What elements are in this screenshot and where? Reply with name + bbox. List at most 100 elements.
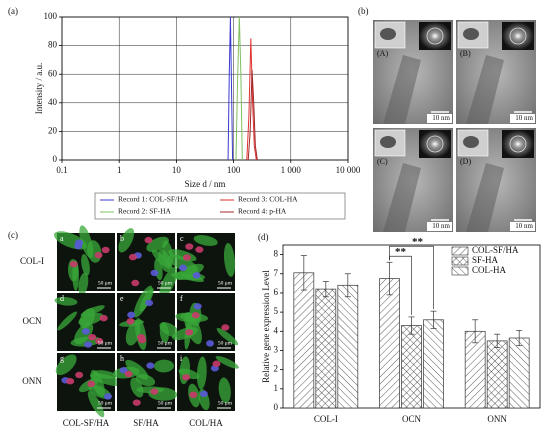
- scale-label: 50 μm: [98, 280, 113, 286]
- tile-label: h: [120, 354, 124, 363]
- tile-label: d: [60, 294, 64, 303]
- cytoskeleton: [87, 391, 105, 418]
- cytoskeleton: [178, 368, 200, 380]
- tile-label: a: [60, 234, 64, 243]
- y-tick-label: 20: [48, 125, 58, 135]
- nucleus: [193, 303, 202, 310]
- nucleus: [75, 371, 84, 379]
- nucleus: [66, 378, 75, 385]
- data-line: [247, 69, 258, 161]
- y-tick-label: 1: [274, 383, 279, 393]
- nucleus: [88, 333, 97, 341]
- saed-ring: [509, 27, 527, 45]
- bar: [508, 337, 530, 409]
- nucleus: [99, 314, 108, 322]
- cytoskeleton: [182, 273, 205, 283]
- nucleus: [189, 391, 198, 399]
- tile-label: c: [180, 234, 184, 243]
- nucleus: [87, 380, 96, 388]
- cytoskeleton: [139, 288, 154, 312]
- nucleus: [192, 272, 201, 279]
- panel-label: (d): [258, 232, 269, 242]
- cytoskeleton: [196, 356, 207, 390]
- nucleus: [103, 393, 112, 400]
- cytoskeleton: [57, 311, 78, 331]
- significance-label: **: [395, 246, 407, 258]
- nucleus: [75, 239, 84, 246]
- bar: [315, 288, 337, 409]
- nucleus: [150, 388, 159, 395]
- panel-label: (c): [8, 230, 18, 240]
- x-tick-label: 0.1: [56, 165, 67, 175]
- row-label: ONN: [22, 376, 42, 386]
- legend-label: COL-HA: [472, 265, 506, 275]
- scale-label: 10 nm: [515, 114, 533, 122]
- nucleus: [185, 329, 194, 336]
- nucleus: [124, 370, 133, 378]
- cytoskeleton: [218, 377, 231, 404]
- y-tick-label: 6: [274, 287, 279, 297]
- saed-ring: [426, 27, 444, 45]
- nucleus: [144, 236, 153, 244]
- scale-label: 50 μm: [218, 340, 233, 346]
- nucleus: [221, 324, 230, 331]
- tile-label: e: [120, 294, 124, 303]
- scale-bg: [427, 222, 452, 231]
- saed-pattern: [419, 130, 451, 158]
- significance-label: **: [412, 236, 424, 248]
- cytoskeleton: [125, 321, 141, 346]
- nucleus: [185, 243, 194, 250]
- tile-label: i: [180, 354, 183, 363]
- scale-label: 50 μm: [158, 340, 173, 346]
- data-line: [227, 16, 234, 161]
- fiber: [383, 163, 421, 232]
- nucleus: [69, 260, 78, 268]
- nucleus: [179, 264, 188, 271]
- nucleus: [81, 328, 90, 335]
- nucleus: [145, 299, 154, 307]
- nucleus: [150, 269, 159, 277]
- scale-label: 10 nm: [432, 222, 450, 230]
- fiber: [466, 163, 504, 232]
- scale-label: 50 μm: [218, 400, 233, 406]
- cytoskeleton: [54, 296, 78, 306]
- inset-particle: [463, 28, 479, 40]
- x-tick-label: COL-I: [314, 414, 338, 424]
- fiber: [466, 55, 504, 124]
- nucleus: [126, 318, 135, 325]
- cytoskeleton: [81, 254, 90, 276]
- y-tick-label: 3: [274, 345, 279, 355]
- scale-label: 10 nm: [515, 222, 533, 230]
- x-tick-label: 1 000: [281, 165, 302, 175]
- y-tick-label: 7: [274, 268, 279, 278]
- cytoskeleton: [92, 370, 117, 379]
- x-axis-title: Size d / nm: [185, 179, 226, 189]
- saed-pattern: [502, 130, 534, 158]
- nucleus: [182, 254, 191, 261]
- nucleus: [132, 399, 141, 406]
- cytoskeleton: [151, 250, 173, 270]
- saed-ring: [426, 135, 444, 153]
- legend-label: Record 3: COL-HA: [238, 195, 298, 204]
- scale-label: 50 μm: [158, 400, 173, 406]
- tile-label: f: [180, 294, 183, 303]
- tile-label: b: [120, 234, 124, 243]
- legend-label: Record 1: COL-SF/HA: [118, 195, 189, 204]
- bar: [293, 272, 315, 409]
- column-label: SF/HA: [133, 418, 159, 428]
- legend-swatch: [451, 266, 469, 276]
- y-tick-label: 100: [44, 11, 58, 21]
- plot-frame: [61, 16, 349, 161]
- nucleus: [199, 390, 208, 398]
- cytoskeleton: [215, 355, 239, 369]
- y-tick-label: 60: [48, 68, 58, 78]
- scale-label: 50 μm: [98, 400, 113, 406]
- tile-label: g: [60, 354, 64, 363]
- y-axis-title: Intensity / a.u.: [34, 63, 44, 115]
- inset-particle: [380, 136, 396, 148]
- bar: [401, 325, 422, 409]
- bar: [337, 284, 359, 409]
- legend-swatch: [451, 246, 469, 256]
- row-label: OCN: [22, 316, 42, 326]
